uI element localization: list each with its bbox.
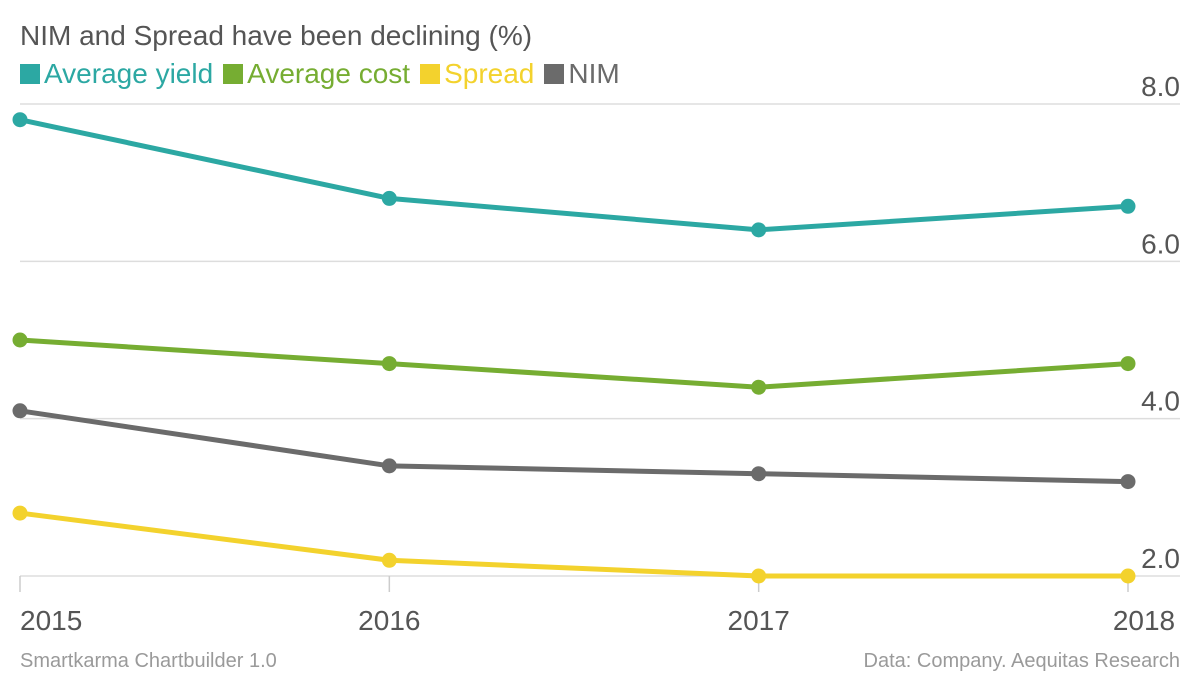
series-line-average-yield — [17, 117, 1131, 233]
data-point-average-cost-2017 — [751, 379, 767, 395]
legend-label: NIM — [568, 58, 620, 89]
data-point-spread-2018 — [1120, 568, 1136, 584]
data-point-spread-2015 — [12, 505, 28, 521]
legend-item-average-yield: Average yield — [20, 58, 213, 90]
legend-item-nim: NIM — [544, 58, 620, 90]
y-tick-label: 4.0 — [1141, 386, 1180, 417]
legend-item-spread: Spread — [420, 58, 534, 90]
data-point-average-cost-2018 — [1120, 356, 1136, 372]
legend-swatch — [544, 64, 565, 84]
data-point-nim-2017 — [751, 466, 767, 482]
series-line-average-cost — [17, 337, 1131, 390]
data-point-spread-2016 — [381, 552, 397, 568]
series-line-nim — [17, 408, 1131, 485]
x-tick-label: 2015 — [20, 605, 82, 636]
data-point-average-yield-2015 — [12, 112, 28, 128]
data-point-average-yield-2018 — [1120, 198, 1136, 214]
data-point-average-yield-2016 — [381, 190, 397, 206]
data-point-average-yield-2017 — [751, 222, 767, 238]
x-tick-label: 2016 — [358, 605, 420, 636]
data-point-average-cost-2016 — [381, 356, 397, 372]
legend-label: Average yield — [44, 58, 214, 89]
y-tick-label: 8.0 — [1141, 71, 1180, 102]
data-point-nim-2018 — [1120, 474, 1136, 490]
footer-credit: Smartkarma Chartbuilder 1.0 — [20, 650, 277, 672]
legend-swatch — [223, 64, 244, 84]
y-tick-label: 2.0 — [1141, 543, 1180, 574]
legend-swatch — [20, 64, 40, 84]
legend-swatch — [420, 64, 441, 84]
y-tick-label: 6.0 — [1141, 228, 1180, 259]
x-tick-label: 2017 — [728, 605, 790, 636]
legend-item-average-cost: Average cost — [223, 58, 410, 90]
data-point-spread-2017 — [751, 568, 767, 584]
x-tick-label: 2018 — [1113, 605, 1175, 636]
data-point-average-cost-2015 — [12, 332, 28, 348]
data-point-nim-2015 — [12, 403, 28, 419]
chart-legend: Average yield Average cost Spread NIM — [20, 58, 630, 90]
legend-label: Spread — [444, 58, 535, 89]
chart-title: NIM and Spread have been declining (%) — [20, 20, 533, 51]
data-point-nim-2016 — [381, 458, 397, 474]
series-line-spread — [17, 510, 1131, 579]
footer-source: Data: Company. Aequitas Research — [863, 650, 1180, 672]
legend-label: Average cost — [247, 58, 411, 89]
